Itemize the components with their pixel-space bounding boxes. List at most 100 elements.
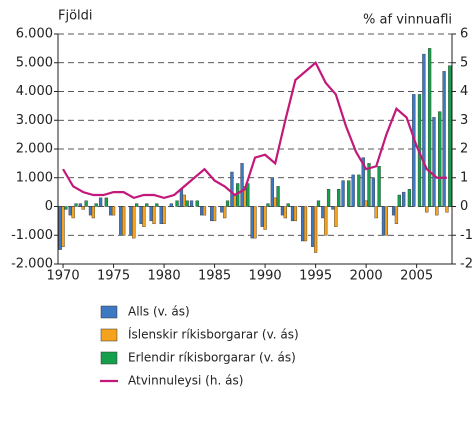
bar [381,206,386,236]
bar [202,206,207,216]
bar [260,206,264,227]
legend-label: Atvinnuleysi (h. ás) [128,374,243,388]
legend-swatch [100,328,118,342]
bar [109,206,113,216]
y-tick-label: 5.000 [16,55,53,70]
bar [407,189,412,207]
bar [61,206,65,247]
bar [283,206,287,219]
bar [425,206,429,213]
bar [162,206,166,224]
bar [139,206,143,224]
bar [175,200,179,207]
y2-tick-label: 4 [460,84,468,99]
bar [145,203,149,207]
bar [316,200,321,207]
bar [253,206,257,239]
bar [394,206,399,224]
x-tick-label: 1975 [97,269,130,284]
bar [233,194,237,207]
bar [250,206,254,239]
bar [266,203,270,207]
bar [68,206,72,216]
bar [422,53,426,207]
bar [280,206,285,216]
bar [240,163,244,207]
bar [71,206,75,219]
legend-label: Íslenskir ríkisborgarar (v. ás) [128,327,299,342]
bar [293,206,298,222]
bar [435,206,439,216]
bar [341,180,345,207]
bar [179,189,184,207]
y2-tick-label: 1 [460,170,468,185]
bar [220,206,224,213]
bar [91,206,95,219]
bar [94,203,98,207]
bar [303,206,308,242]
bar [427,48,432,207]
bar [149,206,153,222]
bar [81,206,85,210]
legend-label: Alls (v. ás) [128,305,190,319]
bar [263,206,267,230]
y2-tick-label: 5 [460,55,468,70]
bar [331,206,335,210]
bar [286,203,290,207]
y-tick-label: -2.000 [11,257,53,272]
bar [230,171,234,207]
bar [159,206,163,224]
bar [195,200,199,207]
y2-tick-label: 0 [460,199,468,214]
y-tick-label: 0 [45,199,53,214]
x-tick-label: 1980 [148,269,181,284]
bar [189,200,194,207]
bar [104,197,108,207]
bar [185,200,189,207]
x-tick-label: 2005 [400,269,433,284]
x-tick-label: 1985 [198,269,231,284]
y-tick-label: -1.000 [11,228,53,243]
x-tick-label: 1990 [249,269,282,284]
legend-swatch [100,305,118,319]
bar [448,65,452,207]
bar [88,206,93,216]
bar [270,177,274,207]
bar [384,206,388,236]
bar [351,174,355,207]
bar [84,200,88,207]
bar [276,186,280,207]
bar [74,203,78,207]
bar [397,194,401,207]
bar [324,206,328,236]
y2-tick-label: -2 [460,257,473,272]
bar [169,203,173,207]
bar [223,206,227,219]
bar [432,117,436,207]
bar [135,203,139,207]
bar [442,71,446,207]
bar [182,194,186,207]
y-tick-label: 2.000 [16,142,53,157]
line [62,61,447,200]
legend-label: Erlendir ríkisborgarar (v. ás) [128,351,296,365]
bar [334,206,338,227]
bar [364,200,368,207]
bar [377,166,381,207]
y-tick-label: 3.000 [16,113,53,128]
bar [321,206,325,219]
bar [64,206,68,210]
bar [210,206,214,222]
bar [438,111,442,207]
bar [142,206,146,227]
bar [212,206,217,222]
bar [199,206,204,216]
bar [58,206,62,250]
x-tick-label: 1995 [299,269,332,284]
y2-tick-label: 6 [460,27,468,42]
bar [225,200,230,207]
x-tick-label: 2000 [350,269,383,284]
bar [371,177,375,207]
legend: Alls (v. ás) Íslenskir ríkisborgarar (v. … [100,305,299,388]
